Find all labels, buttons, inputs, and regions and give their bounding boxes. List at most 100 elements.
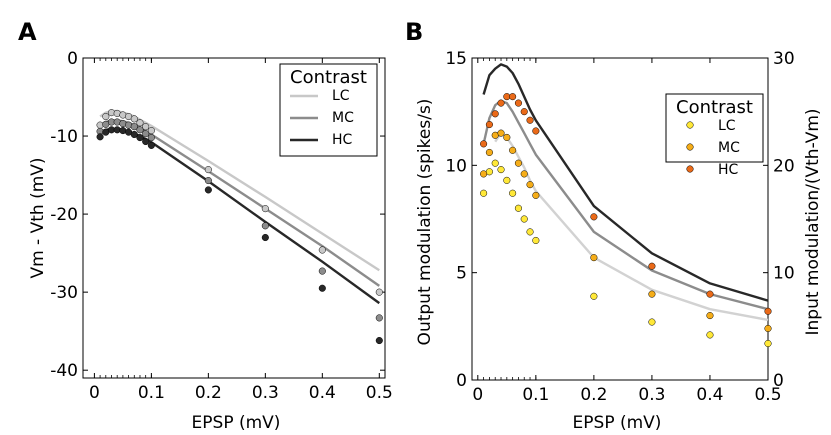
- panel-b-point-hc: [497, 99, 505, 107]
- panel-b-point-lc: [497, 166, 505, 174]
- panel-b-curve-mc: [482, 99, 769, 311]
- panel-a-point-lc: [204, 166, 212, 174]
- panel-b-legend-label-hc: HC: [718, 162, 739, 178]
- panel-a-point-lc: [261, 205, 269, 213]
- panel-a-point-hc: [136, 134, 144, 142]
- panel-b-plot-frame: [471, 57, 769, 381]
- panel-b-point-hc: [648, 262, 656, 270]
- panel-b-point-hc: [532, 127, 540, 135]
- panel-a-point-mc: [130, 123, 138, 131]
- panel-b-legend-swatch-mc: [686, 143, 694, 151]
- panel-b-letter: B: [405, 18, 423, 46]
- panel-b-y-tick-label: 15: [445, 49, 467, 69]
- panel-b-point-lc: [514, 204, 522, 212]
- panel-a-point-lc: [102, 112, 110, 121]
- panel-b-legend-box: [665, 93, 764, 163]
- panel-b-point-mc: [526, 181, 534, 189]
- panel-a-point-lc: [136, 119, 144, 127]
- panel-a-point-lc: [375, 288, 383, 296]
- panel-a-y-tick-label: -30: [50, 283, 78, 303]
- panel-b-point-lc: [503, 176, 511, 184]
- panel-b-point-mc: [532, 191, 540, 199]
- panel-b-point-hc: [764, 307, 772, 315]
- panel-b-point-mc: [648, 290, 656, 298]
- panel-a-x-tick-label: 0.3: [252, 383, 279, 403]
- panel-a-point-lc: [142, 123, 150, 131]
- panel-a-point-hc: [130, 130, 138, 139]
- panel-b-x-tick-label: 0.3: [638, 385, 665, 405]
- panel-b-point-mc: [514, 159, 522, 167]
- panel-b-x-tick-label: 0.1: [522, 385, 549, 405]
- panel-a-legend-label-mc: MC: [332, 110, 354, 126]
- panel-b-point-lc: [648, 318, 656, 326]
- panel-b-right-y-tick-label: 30: [773, 49, 795, 69]
- panel-a-legend-label-hc: HC: [332, 132, 353, 148]
- panel-b-point-mc: [764, 324, 772, 333]
- panel-b-legend-swatch-lc: [686, 121, 694, 129]
- panel-b-legend-label-lc: LC: [718, 118, 736, 134]
- panel-a-point-hc: [375, 336, 383, 345]
- panel-b-point-hc: [509, 93, 517, 101]
- panel-a-point-mc: [142, 130, 150, 138]
- panel-b-legend-title: Contrast: [676, 97, 753, 118]
- panel-b-point-hc: [480, 140, 488, 148]
- panel-a-x-tick-label: 0: [89, 383, 100, 403]
- panel-a-point-lc: [318, 246, 326, 254]
- panel-a-point-lc: [130, 115, 138, 123]
- panel-b-right-y-tick-label: 10: [773, 264, 795, 284]
- panel-a-x-tick-label: 0.2: [195, 383, 222, 403]
- panel-b-x-axis-title: EPSP (mV): [573, 413, 662, 433]
- panel-b-x-tick-label: 0.5: [754, 385, 781, 405]
- panel-a-legend-label-lc: LC: [332, 88, 350, 104]
- panel-a-y-tick-label: 0: [67, 49, 78, 69]
- panel-b-x-tick-label: 0.4: [696, 385, 723, 405]
- panel-b-point-hc: [485, 120, 493, 129]
- panel-b-point-lc: [532, 236, 540, 245]
- panel-b-point-mc: [509, 146, 517, 154]
- panel-b-point-hc: [590, 213, 598, 221]
- panel-b-point-mc: [497, 129, 505, 137]
- panel-a-x-axis-title: EPSP (mV): [192, 413, 281, 433]
- panel-a-plot-frame: [82, 57, 386, 379]
- panel-b-point-lc: [764, 339, 772, 348]
- panel-b-y-axis-title: Output modulation (spikes/s): [415, 99, 435, 346]
- panel-a-x-tick-label: 0.4: [309, 383, 336, 403]
- panel-a-point-hc: [147, 141, 155, 149]
- panel-a-point-mc: [261, 222, 269, 230]
- panel-b-point-lc: [491, 159, 499, 167]
- panel-b-point-lc: [590, 292, 598, 300]
- panel-b-point-mc: [480, 170, 488, 178]
- panel-b-point-hc: [520, 108, 528, 116]
- panel-a-point-mc: [375, 314, 383, 322]
- panel-b-point-mc: [590, 254, 598, 262]
- panel-b-point-lc: [509, 189, 517, 197]
- panel-b-point-hc: [526, 116, 534, 124]
- panel-a-point-mc: [136, 126, 144, 134]
- panel-b-point-mc: [485, 148, 493, 157]
- panel-b-y-tick-label: 5: [456, 264, 467, 284]
- panel-a-y-tick-label: -40: [50, 361, 78, 381]
- panel-a-point-mc: [204, 176, 212, 185]
- panel-b-point-lc: [706, 331, 714, 339]
- panel-a-point-hc: [318, 284, 326, 292]
- panel-b-y-tick-label: 0: [456, 371, 467, 391]
- panel-b-point-lc: [526, 228, 534, 236]
- panel-b-x-tick-label: 0.2: [580, 385, 607, 405]
- panel-a-legend-title: Contrast: [290, 67, 367, 88]
- panel-b-y-tick-label: 10: [445, 156, 467, 176]
- panel-a-y-axis-title: Vm - Vth (mV): [28, 157, 48, 278]
- panel-a-y-tick-label: -10: [50, 127, 78, 147]
- panel-a-y-tick-label: -20: [50, 205, 78, 225]
- panel-b-point-mc: [503, 133, 511, 141]
- panel-b-point-hc: [514, 99, 522, 107]
- panel-b-legend-swatch-hc: [686, 165, 694, 173]
- panel-a: A EPSP (mV) Vm - Vth (mV) 0 0.1 0.2 0.3 0.4 0…: [18, 18, 393, 433]
- panel-b-x-tick-label: 0: [472, 385, 483, 405]
- panel-a-point-mc: [318, 267, 326, 275]
- panel-b-right-y-axis-title: Input modulation/(Vth-Vm): [803, 108, 823, 335]
- panel-b-right-y-tick-label: 20: [773, 156, 795, 176]
- panel-a-point-hc: [142, 137, 150, 146]
